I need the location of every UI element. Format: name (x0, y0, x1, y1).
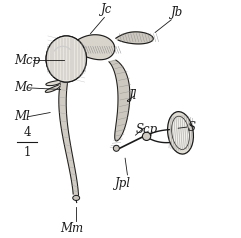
Text: Jpl: Jpl (115, 177, 131, 190)
Text: Scp: Scp (135, 123, 158, 136)
Text: S: S (187, 121, 195, 134)
Circle shape (113, 145, 119, 151)
Ellipse shape (172, 116, 189, 149)
Ellipse shape (73, 195, 80, 200)
Text: Ml: Ml (14, 110, 30, 123)
Ellipse shape (46, 36, 87, 82)
Text: 4: 4 (23, 126, 31, 139)
Text: Mc: Mc (14, 81, 33, 94)
Ellipse shape (167, 112, 194, 154)
Polygon shape (46, 80, 60, 86)
Text: Jb: Jb (171, 6, 183, 19)
Polygon shape (116, 32, 153, 44)
Polygon shape (109, 60, 130, 141)
Polygon shape (58, 72, 71, 81)
Text: Mcp: Mcp (14, 54, 40, 67)
Text: Jl: Jl (129, 89, 137, 102)
Text: Jc: Jc (101, 3, 112, 16)
Circle shape (142, 132, 151, 140)
Text: Mm: Mm (60, 222, 84, 235)
Polygon shape (45, 85, 60, 92)
Ellipse shape (46, 36, 87, 82)
Polygon shape (59, 83, 79, 195)
Polygon shape (72, 35, 115, 60)
Text: 1: 1 (23, 146, 31, 159)
